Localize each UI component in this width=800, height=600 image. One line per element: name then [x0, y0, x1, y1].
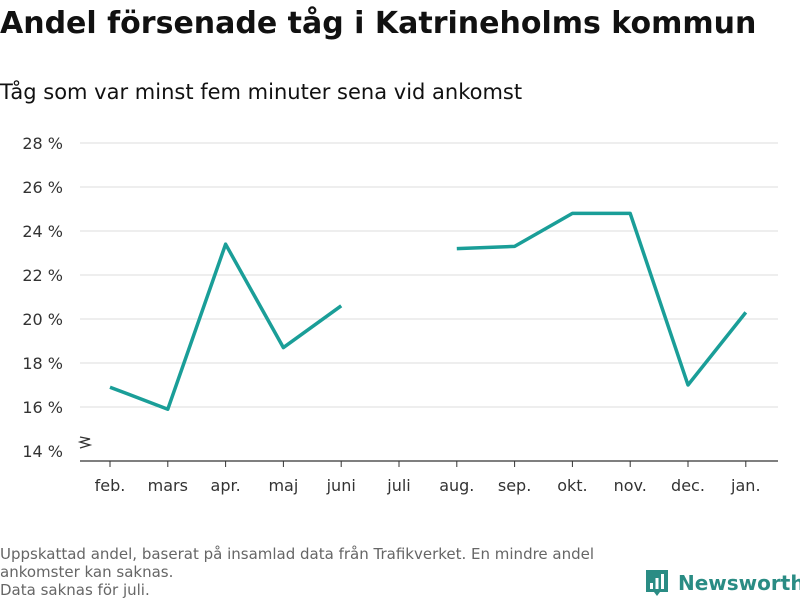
brand-logo: Newsworthy [644, 568, 800, 598]
x-tick-label: jan. [730, 476, 760, 495]
series-lines [109, 211, 748, 411]
axis-break-icon [77, 436, 93, 449]
x-tick-label: apr. [211, 476, 241, 495]
chart-title: Andel försenade tåg i Katrineholms kommu… [0, 6, 757, 41]
y-tick-label: 20 % [22, 310, 63, 329]
footnote: Uppskattad andel, baserat på insamlad da… [0, 545, 630, 599]
series-line [456, 211, 748, 387]
line-chart: 14 % 16 % 18 % 20 % 22 % 24 % 26 % 28 % feb. mar… [22, 134, 778, 495]
y-axis-ticks: 14 % 16 % 18 % 20 % 22 % 24 % 26 % 28 % [22, 134, 63, 461]
x-tick-label: dec. [671, 476, 705, 495]
x-tick-label: feb. [95, 476, 126, 495]
brand-name: Newsworthy [678, 571, 800, 595]
y-tick-label: 16 % [22, 398, 63, 417]
x-tick-label: mars [148, 476, 188, 495]
x-tick-label: juli [386, 476, 410, 495]
x-tick-label: juni [326, 476, 356, 495]
y-tick-label: 14 % [22, 442, 63, 461]
chart-subtitle: Tåg som var minst fem minuter sena vid a… [0, 80, 523, 104]
footnote-line: ankomster kan saknas. [0, 563, 174, 581]
series-line [109, 242, 343, 411]
x-tick-label: maj [268, 476, 298, 495]
y-tick-label: 22 % [22, 266, 63, 285]
x-tick-label: sep. [498, 476, 531, 495]
x-tick-label: aug. [439, 476, 474, 495]
footnote-line: Uppskattad andel, baserat på insamlad da… [0, 545, 595, 563]
footnote-line: Data saknas för juli. [0, 581, 150, 599]
y-tick-label: 28 % [22, 134, 63, 153]
newsworthy-logo-icon [646, 570, 668, 596]
y-tick-label: 26 % [22, 178, 63, 197]
x-axis-ticks: feb. mars apr. maj juni juli aug. sep. okt. nov. d… [80, 460, 778, 495]
x-tick-label: okt. [557, 476, 587, 495]
x-tick-label: nov. [614, 476, 647, 495]
y-tick-label: 24 % [22, 222, 63, 241]
grid-lines [80, 142, 778, 408]
y-tick-label: 18 % [22, 354, 63, 373]
